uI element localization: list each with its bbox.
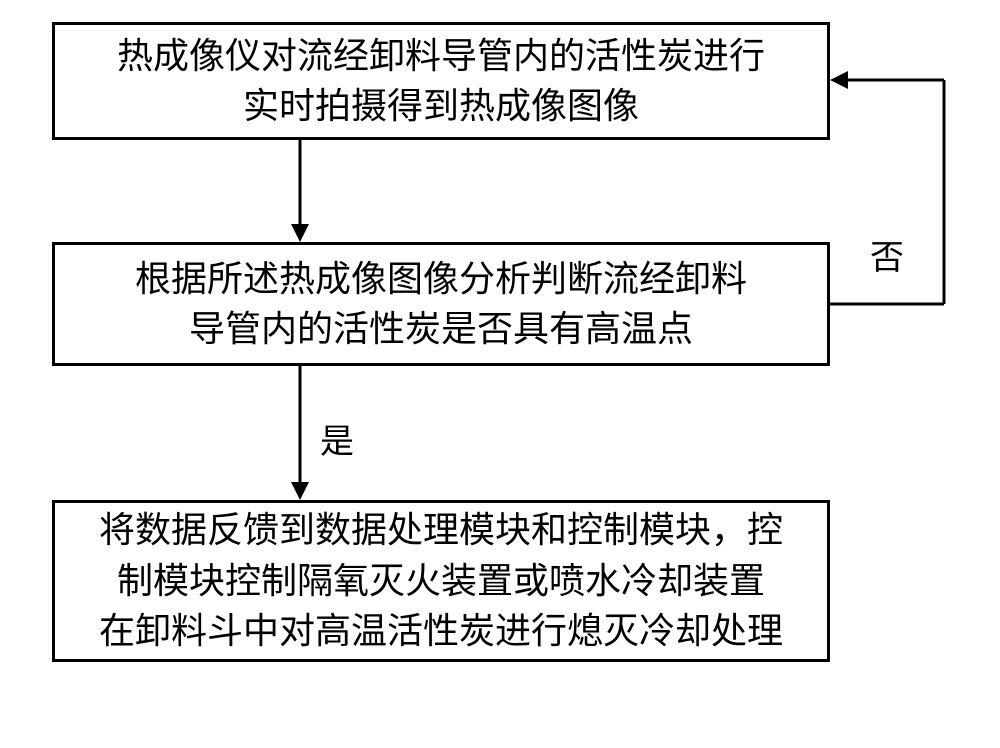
edge-label-no: 否 xyxy=(870,230,904,279)
edge-n2-n1-feedback xyxy=(0,0,1000,748)
label-text: 否 xyxy=(870,240,904,277)
